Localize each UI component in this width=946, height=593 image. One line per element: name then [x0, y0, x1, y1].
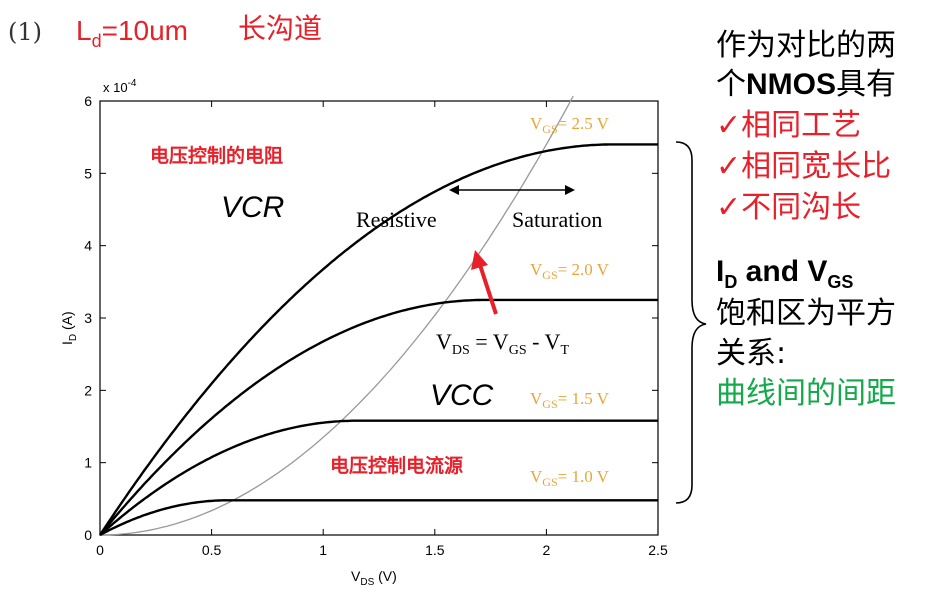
- x-tick-label: 0.5: [202, 542, 222, 558]
- note-line-8: 关系:: [716, 336, 787, 371]
- id-curve-vgs=2.5v: [98, 143, 658, 536]
- x-tick-label: 2: [543, 542, 551, 558]
- x-axis-label: VDS (V): [351, 568, 397, 588]
- series-label-vgs-2.0: VGS= 2.0 V: [530, 260, 610, 282]
- x-tick-label: 0: [96, 542, 104, 558]
- heading-title: Ld=10um: [76, 15, 188, 51]
- series-label-vgs-1.5: VGS= 1.5 V: [530, 389, 610, 411]
- resistive-label: Resistive: [356, 207, 437, 232]
- x-tick-label: 1: [319, 542, 327, 558]
- id-curve-vgs=2.0v: [99, 298, 658, 536]
- grouping-brace: [675, 141, 707, 504]
- y-tick-label: 1: [84, 455, 92, 471]
- vcc-label: VCC: [430, 379, 494, 412]
- y-tick-label: 5: [84, 165, 92, 181]
- note-line-2: 个NMOS具有: [716, 67, 896, 102]
- region-double-arrow: [449, 185, 575, 195]
- x-tick-label: 2.5: [648, 542, 668, 558]
- vcr-cn-label: 电压控制的电阻: [150, 144, 283, 167]
- y-tick-label: 4: [84, 238, 92, 254]
- note-check-same-ratio: ✓相同宽长比: [716, 149, 892, 184]
- heading-number: (1): [8, 18, 42, 46]
- note-line-9: 曲线间的间距: [716, 376, 896, 411]
- id-curve-vgs=1.0v: [99, 499, 658, 537]
- y-tick-label: 6: [84, 93, 92, 109]
- vccs-cn-label: 电压控制电流源: [330, 454, 463, 477]
- note-line-7: 饱和区为平方: [716, 296, 896, 331]
- note-id-vgs: ID and VGS: [716, 255, 854, 292]
- y-tick-label: 0: [84, 527, 92, 543]
- boundary-equation: VDS = VGS - VT: [436, 329, 569, 358]
- y-multiplier: x 10-4: [103, 78, 137, 95]
- boundary-pointer-arrow: [471, 250, 498, 315]
- series-label-vgs-2.5: VGS= 2.5 V: [530, 114, 610, 136]
- vcr-label: VCR: [221, 191, 284, 224]
- note-line-1: 作为对比的两: [716, 28, 896, 63]
- y-tick-label: 2: [84, 382, 92, 398]
- heading-cn: 长沟道: [238, 12, 322, 45]
- note-check-same-process: ✓相同工艺: [716, 108, 862, 143]
- x-tick-label: 1.5: [425, 542, 445, 558]
- curves: [98, 95, 658, 537]
- id-curve-vgs=1.5v: [99, 419, 658, 536]
- saturation-label: Saturation: [512, 207, 602, 232]
- y-axis-label: ID (A): [59, 311, 79, 345]
- y-tick-label: 3: [84, 310, 92, 326]
- saturation-boundary-curve: [100, 95, 574, 536]
- note-check-diff-length: ✓不同沟长: [716, 190, 862, 225]
- series-label-vgs-1.0: VGS= 1.0 V: [530, 467, 610, 489]
